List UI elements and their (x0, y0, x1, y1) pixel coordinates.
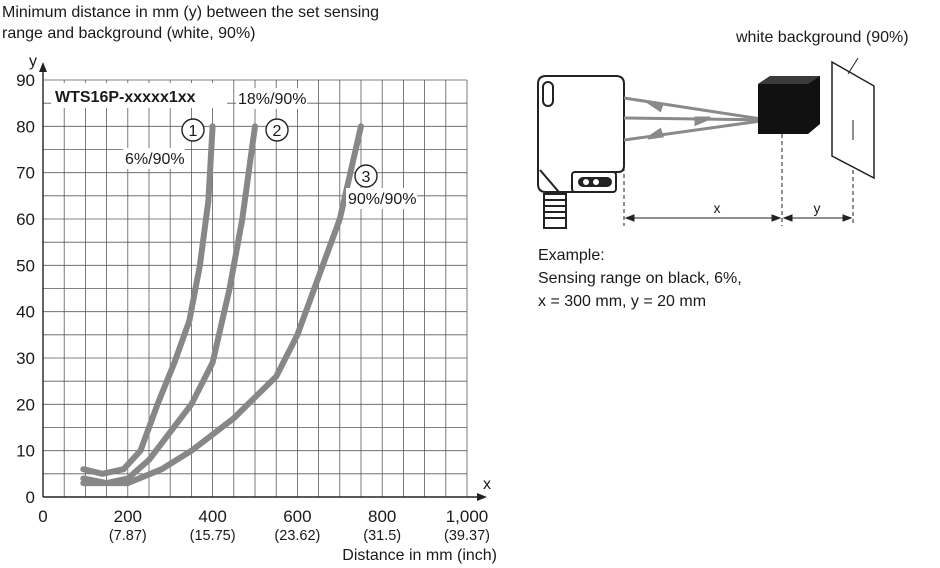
x-tick-sublabel: (31.5) (363, 528, 401, 544)
series-line (80, 123, 216, 477)
series-label: 90%/90% (348, 191, 417, 208)
example-line-3: x = 300 mm, y = 20 mm (538, 293, 707, 310)
x-tick-label: 400 (198, 507, 226, 526)
white-background-icon (831, 57, 875, 180)
series-marker (181, 118, 205, 142)
x-axis-title: Distance in mm (inch) (342, 547, 497, 564)
series-label: 6%/90% (125, 151, 185, 168)
series-marker-number: 1 (189, 123, 198, 140)
y-axis-title-line-2: range and background (white, 90%) (2, 25, 256, 42)
series-label-bg (123, 148, 185, 169)
y-axis-letter: y (29, 53, 37, 70)
example-line-1: Example: (538, 247, 605, 264)
black-object-icon (758, 76, 820, 134)
y-axis-title-line-1: Minimum distance in mm (y) between the s… (2, 4, 380, 21)
x-tick-label: 200 (114, 507, 142, 526)
y-tick-label: 30 (16, 349, 35, 368)
y-dimension-label: y (814, 200, 821, 216)
dimension-lines (624, 214, 853, 222)
x-tick-label: 1,000 (446, 507, 489, 526)
distance-chart: y x 0 10 20 30 40 50 60 70 80 90 0 200 (7.87) 400 (15.75… (16, 53, 497, 564)
series-label-bg (346, 188, 418, 209)
series-marker-number: 2 (273, 123, 282, 140)
model-label: WTS16P-xxxxx1xx (55, 89, 196, 106)
y-tick-label: 40 (16, 303, 35, 322)
series-marker (354, 164, 378, 188)
series-line (80, 123, 364, 487)
x-tick-sublabel: (7.87) (109, 528, 147, 544)
dimension-guides (623, 134, 854, 226)
series-marker-number: 3 (362, 169, 371, 186)
y-tick-label: 90 (16, 71, 35, 90)
y-tick-label: 0 (26, 488, 35, 507)
x-tick-label: 800 (368, 507, 396, 526)
y-tick-label: 20 (16, 395, 35, 414)
x-tick-label: 600 (283, 507, 311, 526)
x-tick-sublabel: (39.37) (444, 528, 490, 544)
y-tick-label: 70 (16, 164, 35, 183)
x-dimension-label: x (714, 200, 721, 216)
light-beams (623, 96, 769, 142)
white-background-label: white background (90%) (736, 29, 909, 46)
y-tick-label: 10 (16, 442, 35, 461)
example-line-2: Sensing range on black, 6%, (538, 270, 742, 287)
y-tick-label: 80 (16, 117, 35, 136)
example-text: Example: Sensing range on black, 6%, x =… (538, 244, 742, 313)
x-tick-sublabel: (15.75) (190, 528, 236, 544)
series-label: 18%/90% (238, 91, 307, 108)
y-axis-title: Minimum distance in mm (y) between the s… (2, 2, 379, 44)
series-marker (265, 118, 289, 142)
y-tick-label: 50 (16, 256, 35, 275)
x-axis-letter: x (483, 476, 491, 493)
sensor-icon (537, 75, 625, 229)
x-tick-label: 0 (38, 507, 47, 526)
series-line (80, 123, 258, 487)
y-tick-label: 60 (16, 210, 35, 229)
x-tick-sublabel: (23.62) (274, 528, 320, 544)
x-axis-arrow (477, 493, 487, 501)
y-axis-arrow (39, 62, 47, 72)
sensor-diagram: x y (537, 57, 875, 229)
series-label-bg (236, 88, 308, 109)
model-label-bg (51, 83, 227, 108)
